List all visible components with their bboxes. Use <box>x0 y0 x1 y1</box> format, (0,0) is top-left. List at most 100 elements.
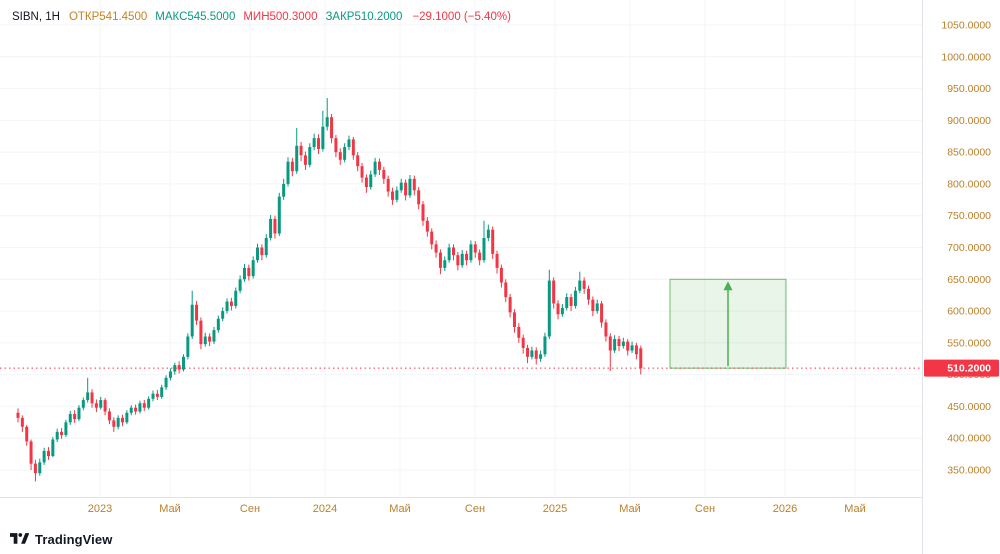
candle <box>234 287 238 309</box>
candle <box>181 354 185 372</box>
legend-field-open: ОТКР541.4500 <box>69 11 147 23</box>
candle <box>190 290 194 340</box>
candle <box>216 315 220 333</box>
candle <box>608 333 612 371</box>
grid-layer <box>0 0 922 497</box>
candle <box>456 251 460 271</box>
candle <box>417 187 421 210</box>
price-axis-label: 850.0000 <box>947 147 991 159</box>
price-axis-label: 600.0000 <box>947 306 991 318</box>
candle <box>391 187 395 205</box>
candle <box>382 166 386 184</box>
candle <box>408 175 412 198</box>
candle <box>316 134 320 155</box>
time-axis[interactable]: 2023 Май Сен 2024 Май Сен 2025 Май Сен 2026 Май <box>88 503 866 515</box>
candle <box>377 158 381 176</box>
candle <box>195 300 199 326</box>
candle <box>73 410 77 423</box>
candles-layer[interactable] <box>16 98 643 482</box>
candle <box>177 361 181 374</box>
candle <box>438 249 442 275</box>
candle <box>134 404 138 415</box>
candle <box>369 170 373 190</box>
candle <box>256 243 260 263</box>
price-axis-label: 800.0000 <box>947 178 991 190</box>
time-axis-label: 2025 <box>543 503 567 515</box>
candle <box>330 114 334 144</box>
time-axis-label: 2023 <box>88 503 112 515</box>
candle <box>290 157 294 177</box>
candle <box>295 127 299 174</box>
legend-field-high: МАКС545.5000 <box>155 11 235 23</box>
candle <box>373 157 377 177</box>
candle <box>560 304 564 317</box>
time-axis-label: Сен <box>695 503 715 515</box>
candle <box>312 133 316 151</box>
tradingview-logo[interactable]: TradingView <box>10 532 112 547</box>
candle <box>486 224 490 242</box>
candle <box>582 277 586 294</box>
candle <box>621 337 625 349</box>
candle <box>164 375 168 390</box>
candle <box>321 110 325 152</box>
candle <box>573 286 577 309</box>
candle <box>634 342 638 360</box>
candle <box>443 256 447 272</box>
candle <box>38 458 42 476</box>
candle <box>260 244 264 261</box>
candle <box>116 415 120 430</box>
candle <box>242 264 246 282</box>
candle <box>421 201 425 226</box>
candle <box>556 300 560 320</box>
candle <box>347 135 351 151</box>
legend-open-value: 541.4500 <box>99 11 148 23</box>
projection-box[interactable] <box>669 278 787 369</box>
price-axis[interactable]: 350.0000400.0000450.0000500.0000550.0000… <box>941 20 991 477</box>
candle <box>273 215 277 239</box>
symbol-title[interactable]: SIBN, 1Н <box>12 11 60 23</box>
price-axis-label: 650.0000 <box>947 274 991 286</box>
candle <box>569 293 573 312</box>
candle <box>613 335 617 354</box>
candle <box>552 277 556 309</box>
time-axis-label: Сен <box>465 503 485 515</box>
time-axis-label: 2024 <box>313 503 337 515</box>
candle <box>360 162 364 183</box>
candle <box>173 362 177 375</box>
candle <box>46 447 50 460</box>
candle <box>591 296 595 317</box>
candle <box>617 335 621 352</box>
candle <box>64 419 68 437</box>
price-axis-label: 450.0000 <box>947 401 991 413</box>
time-axis-label: Май <box>159 503 181 515</box>
candle <box>604 319 608 342</box>
candle <box>465 250 469 266</box>
candle <box>238 275 242 294</box>
candle <box>107 408 111 425</box>
candle <box>521 334 525 354</box>
candle <box>103 398 107 416</box>
candle <box>334 134 338 158</box>
tradingview-logomark <box>10 533 29 544</box>
legend-field-low: МИН500.3000 <box>243 11 317 23</box>
candle <box>42 447 46 465</box>
candle <box>225 298 229 314</box>
candle <box>338 148 342 165</box>
candle <box>600 300 604 328</box>
candle <box>478 249 482 266</box>
candle <box>208 333 212 347</box>
candle <box>125 410 129 425</box>
candle <box>212 326 216 345</box>
candle <box>364 174 368 193</box>
candle <box>90 389 94 408</box>
last-price-badge <box>924 359 999 377</box>
candle <box>491 226 495 259</box>
candle <box>517 323 521 343</box>
candle <box>530 346 534 360</box>
projection-arrow-head <box>723 281 733 291</box>
candle <box>630 341 634 354</box>
candle <box>112 417 116 432</box>
candle <box>138 400 142 414</box>
